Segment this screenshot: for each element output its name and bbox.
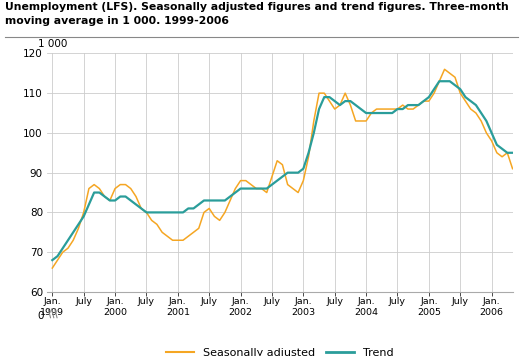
- Text: Unemployment (LFS). Seasonally adjusted figures and trend figures. Three-month: Unemployment (LFS). Seasonally adjusted …: [5, 2, 509, 12]
- Text: 0: 0: [38, 311, 44, 321]
- Text: moving average in 1 000. 1999-2006: moving average in 1 000. 1999-2006: [5, 16, 229, 26]
- Text: 1 000: 1 000: [38, 39, 67, 49]
- Legend: Seasonally adjusted, Trend: Seasonally adjusted, Trend: [162, 344, 398, 356]
